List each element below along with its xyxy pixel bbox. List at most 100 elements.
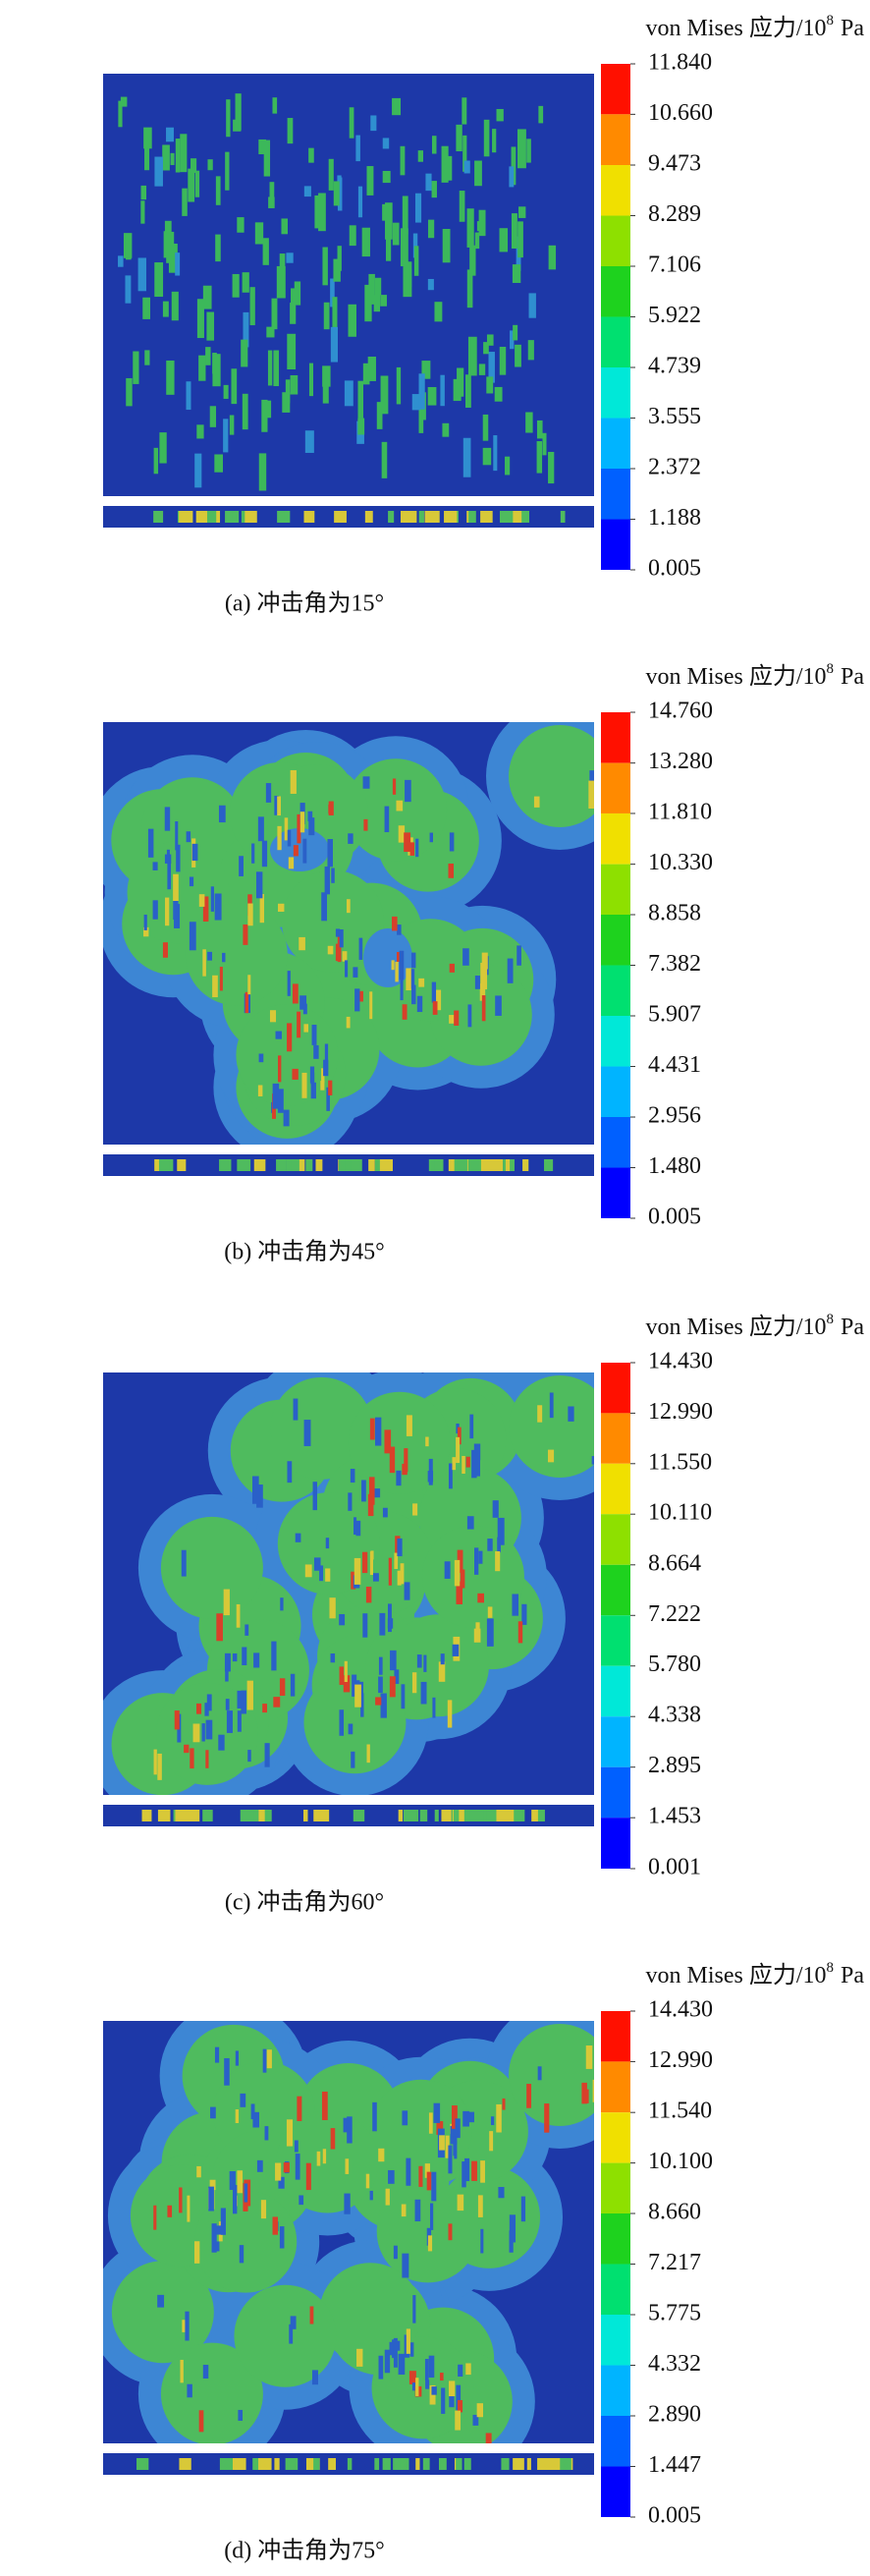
stress-spot bbox=[439, 2135, 445, 2151]
stress-spot bbox=[253, 1652, 260, 1668]
edge-spot bbox=[187, 1810, 200, 1821]
stress-spot bbox=[509, 2214, 517, 2243]
edge-spot bbox=[400, 511, 413, 523]
edge-spot bbox=[501, 1810, 515, 1821]
stress-spot bbox=[417, 150, 423, 162]
stress-spot bbox=[313, 1557, 321, 1571]
stress-spot bbox=[400, 1563, 405, 1585]
stress-spot bbox=[246, 1680, 253, 1710]
colorbar-band bbox=[601, 418, 630, 469]
stress-spot bbox=[210, 2106, 216, 2119]
stress-spot bbox=[266, 2049, 272, 2069]
stress-spot bbox=[388, 2169, 395, 2184]
stress-spot bbox=[261, 399, 268, 432]
stress-spot bbox=[425, 173, 432, 192]
stress-spot bbox=[537, 1405, 543, 1423]
stress-spot bbox=[427, 278, 434, 291]
stress-spot bbox=[287, 971, 291, 996]
stress-spot bbox=[361, 227, 370, 257]
stress-spot bbox=[137, 257, 146, 292]
stress-spot bbox=[277, 796, 281, 816]
stress-spot bbox=[465, 2363, 471, 2376]
stress-spot bbox=[458, 2364, 463, 2378]
colorbar-tick-label: 12.990 bbox=[648, 1399, 713, 1425]
colorbar-band bbox=[601, 165, 630, 216]
colorbar-tick-label: 0.005 bbox=[648, 1204, 701, 1230]
colorbar-band bbox=[601, 965, 630, 1016]
stress-spot bbox=[362, 1613, 368, 1638]
edge-spot bbox=[522, 1159, 528, 1171]
stress-spot bbox=[337, 177, 343, 211]
stress-spot bbox=[588, 780, 594, 809]
edge-spot bbox=[219, 2458, 233, 2470]
stress-spot bbox=[400, 978, 404, 1001]
colorbar-tick-label: 9.473 bbox=[648, 151, 701, 177]
stress-spot bbox=[324, 1043, 329, 1071]
stress-spot bbox=[385, 202, 393, 240]
stress-spot bbox=[391, 960, 395, 971]
stress-spot bbox=[399, 950, 405, 980]
low-zone bbox=[363, 928, 412, 987]
stress-spot bbox=[287, 118, 294, 144]
colorbar-band bbox=[601, 215, 630, 266]
stress-spot bbox=[476, 2403, 483, 2418]
stress-spot bbox=[517, 1621, 523, 1644]
stress-spot bbox=[343, 1675, 351, 1693]
stress-spot bbox=[297, 813, 301, 844]
stress-spot bbox=[164, 854, 172, 864]
stress-spot bbox=[511, 213, 517, 249]
stress-spot bbox=[260, 2200, 267, 2219]
stress-spot bbox=[285, 379, 291, 404]
edge-spot bbox=[258, 1810, 269, 1821]
stress-spot bbox=[337, 246, 342, 271]
stress-spot bbox=[418, 978, 425, 987]
stress-spot bbox=[299, 2195, 304, 2206]
edge-spot bbox=[399, 2458, 409, 2470]
stress-spot bbox=[125, 275, 132, 304]
stress-spot bbox=[395, 2340, 401, 2351]
legend-title-exponent: 8 bbox=[827, 1312, 835, 1327]
stress-spot bbox=[328, 804, 332, 814]
edge-spot bbox=[347, 2458, 353, 2470]
stress-spot bbox=[427, 1471, 434, 1483]
colorbar-tick-label: 4.332 bbox=[648, 2351, 701, 2377]
stress-spot bbox=[454, 1010, 460, 1027]
stress-spot bbox=[328, 158, 334, 191]
stress-spot bbox=[202, 285, 212, 309]
stress-spot bbox=[462, 2110, 469, 2127]
stress-spot bbox=[536, 420, 543, 439]
stress-spot bbox=[414, 193, 422, 223]
stress-spot bbox=[517, 945, 521, 966]
stress-spot bbox=[339, 1613, 346, 1626]
stress-spot bbox=[466, 208, 474, 248]
stress-spot bbox=[312, 1482, 317, 1511]
edge-spot bbox=[153, 511, 164, 523]
edge-spot bbox=[175, 1810, 190, 1821]
colorbar-band bbox=[601, 2365, 630, 2416]
stress-spot bbox=[366, 1744, 370, 1764]
stress-spot bbox=[585, 2045, 593, 2069]
stress-spot bbox=[287, 1461, 293, 1484]
stress-spot bbox=[452, 1457, 457, 1471]
stress-spot bbox=[403, 261, 412, 298]
stress-spot bbox=[295, 2154, 300, 2180]
colorbar-band bbox=[601, 1564, 630, 1616]
edge-spot bbox=[434, 1810, 439, 1821]
colorbar-band bbox=[601, 2264, 630, 2315]
stress-spot bbox=[474, 976, 480, 989]
stress-spot bbox=[406, 2157, 411, 2186]
stress-spot bbox=[354, 988, 360, 1012]
stress-spot bbox=[480, 2228, 484, 2254]
stress-spot bbox=[239, 856, 244, 876]
edge-spot bbox=[393, 2458, 401, 2470]
stress-spot bbox=[231, 368, 238, 405]
stress-spot bbox=[247, 1750, 251, 1763]
stress-spot bbox=[225, 1699, 230, 1710]
legend-title: von Mises 应力/108 Pa bbox=[645, 13, 864, 40]
stress-spot bbox=[166, 127, 174, 142]
stress-spot bbox=[389, 2341, 394, 2356]
stress-spot bbox=[214, 893, 222, 921]
stress-spot bbox=[279, 2226, 285, 2249]
stress-spot bbox=[193, 2241, 200, 2264]
legend-title-exponent: 8 bbox=[827, 1960, 835, 1976]
